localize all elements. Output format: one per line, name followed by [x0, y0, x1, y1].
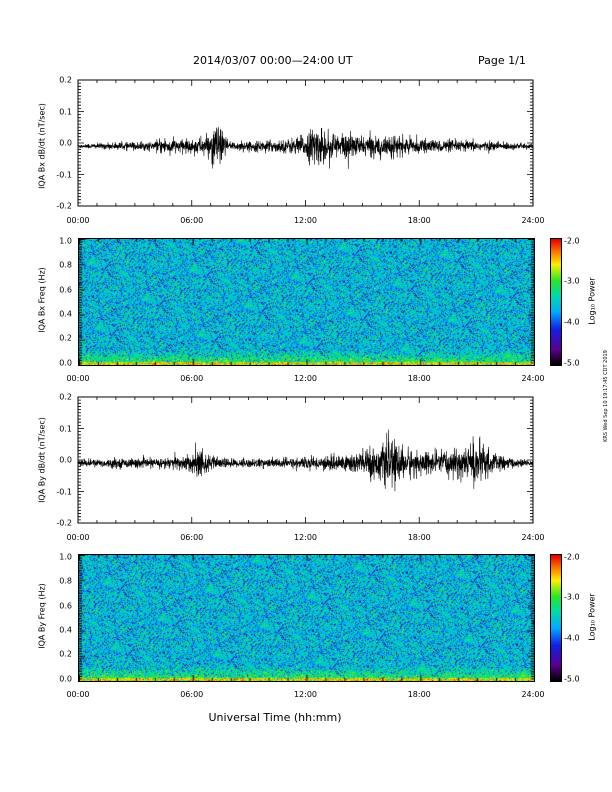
p3-xtick: 18:00	[407, 533, 431, 542]
page-number: Page 1/1	[478, 54, 526, 67]
p4-ytick: 0.6	[59, 601, 72, 611]
p3-ytick: 0.1	[59, 424, 72, 433]
p2-xtick: 12:00	[293, 374, 318, 383]
colorbar-bx	[550, 238, 562, 366]
p2-ytick: 0.6	[59, 285, 72, 295]
p2-xtick: 06:00	[180, 374, 204, 383]
panel-by-spectrogram	[78, 554, 535, 682]
p4-ytick: 0.2	[59, 649, 72, 659]
p4-xtick: 00:00	[66, 690, 90, 699]
p3-ytick: -0.1	[56, 487, 72, 496]
panel-bx-dbdt	[77, 79, 534, 207]
p3-xtick: 12:00	[293, 533, 318, 542]
p4-xtick: 06:00	[180, 690, 204, 699]
p3-ytick: 0.0	[59, 455, 72, 465]
p4-ytick: 0.4	[59, 625, 72, 635]
p2-xtick: 18:00	[407, 374, 431, 383]
plot-frame	[77, 79, 534, 207]
p4-xtick: 18:00	[407, 690, 431, 699]
p2-ytick: 0.8	[59, 260, 72, 270]
axis-ticks	[77, 396, 534, 524]
p1-xtick: 00:00	[66, 216, 90, 225]
page-title: 2014/03/07 00:00—24:00 UT	[193, 54, 353, 67]
p1-xtick: 12:00	[293, 216, 318, 225]
colorbar-by-tick: -3.0	[564, 592, 580, 602]
p3-xtick: 06:00	[180, 533, 204, 542]
colorbar-bx-tick: -5.0	[564, 358, 580, 368]
p4-xtick: 24:00	[521, 690, 545, 699]
p2-ytick: 0.4	[59, 309, 72, 319]
x-axis-title: Universal Time (hh:mm)	[208, 711, 342, 724]
axis-ticks	[77, 79, 534, 207]
p2-xtick: 00:00	[66, 374, 90, 383]
p4-xtick: 12:00	[293, 690, 318, 699]
p1-xtick: 06:00	[180, 216, 204, 225]
series-line-by	[77, 429, 534, 492]
p1-ytick: -0.1	[56, 170, 72, 179]
p3-ytick: 0.2	[59, 392, 72, 402]
colorbar-by-label: Log₁₀ Power	[587, 593, 597, 641]
p2-ytick: 0.0	[59, 358, 72, 367]
p1-ytick: 0.0	[59, 138, 72, 148]
p1-ytick: -0.2	[56, 201, 72, 211]
p3-xtick: 24:00	[521, 533, 545, 542]
colorbar-bx-label: Log₁₀ Power	[587, 277, 597, 325]
p1-ytick: 0.2	[59, 75, 72, 85]
p1-ytick: 0.1	[59, 107, 72, 116]
p3-ytick: -0.2	[56, 518, 72, 528]
series-line-bx	[77, 127, 534, 169]
p2-ytick: 0.2	[59, 333, 72, 343]
colorbar-bx-tick: -2.0	[564, 236, 580, 246]
colorbar-by-tick: -2.0	[564, 552, 580, 562]
panel-bx-spectrogram	[78, 238, 535, 366]
p4-ytick: 0.8	[59, 576, 72, 586]
colorbar-bx-tick: -3.0	[564, 276, 580, 286]
panel-bx-freq-ylabel: IQA Bx Freq (Hz)	[37, 267, 47, 333]
colorbar-bx-tick: -4.0	[564, 317, 580, 327]
p3-xtick: 00:00	[66, 533, 90, 542]
p2-ytick: 1.0	[59, 236, 72, 246]
p1-xtick: 24:00	[521, 216, 545, 225]
p1-xtick: 18:00	[407, 216, 431, 225]
panel-by-freq-ylabel: IQA By Freq (Hz)	[37, 583, 47, 649]
colorbar-by-tick: -5.0	[564, 674, 580, 684]
p4-ytick: 1.0	[59, 552, 72, 562]
p4-ytick: 0.0	[59, 674, 72, 683]
colorbar-by-tick: -4.0	[564, 633, 580, 643]
generation-timestamp: KRS Wed Sep 10 19:17:45 CDT 2019	[603, 350, 609, 442]
p2-xtick: 24:00	[521, 374, 545, 383]
panel-by-dbdt	[77, 396, 534, 524]
colorbar-by	[550, 554, 562, 682]
